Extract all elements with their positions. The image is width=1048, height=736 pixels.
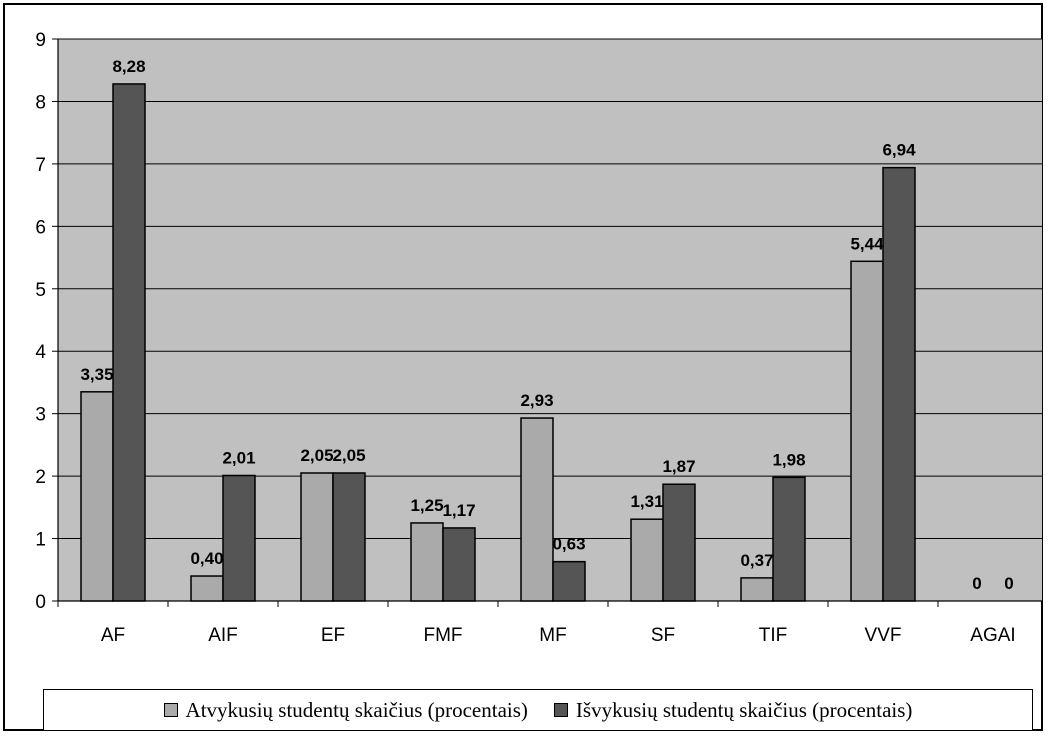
bar-departed-mf [552,560,586,602]
y-tick-label: 4 [35,342,46,363]
bar-arrived-aif [190,575,224,602]
bar-arrived-ef [300,472,334,602]
data-label-departed-vvf: 6,94 [882,141,916,160]
data-label-departed-ef: 2,05 [332,446,365,465]
y-tick-label: 8 [35,92,46,113]
bar-departed-aif [222,474,256,602]
x-tick-label-aif: AIF [208,625,238,646]
data-label-arrived-sf: 1,31 [630,492,663,511]
data-label-departed-tif: 1,98 [772,450,805,469]
legend-label-arrived: Atvykusių studentų skaičius (procentais) [185,697,528,722]
y-tick-label: 1 [35,530,46,551]
legend-item-departed: Išvykusių studentų skaičius (procentais) [553,697,913,723]
bar-arrived-tif [740,577,774,602]
bar-arrived-af [80,391,114,602]
bar-arrived-vvf [850,260,884,602]
data-label-arrived-mf: 2,93 [520,391,553,410]
x-tick-label-tif: TIF [759,625,788,646]
bar-departed-tif [772,476,806,602]
data-label-departed-aif: 2,01 [222,448,255,467]
x-tick-label-ef: EF [321,625,345,646]
data-label-departed-sf: 1,87 [662,457,695,476]
data-label-arrived-agai: 0 [972,574,981,593]
x-tick-label-mf: MF [539,625,566,646]
data-label-arrived-fmf: 1,25 [410,496,443,515]
legend-item-arrived: Atvykusių studentų skaičius (procentais) [163,697,528,723]
bar-departed-vvf [882,166,916,602]
legend-swatch-departed [553,703,568,717]
bar-arrived-fmf [410,522,444,602]
data-label-departed-mf: 0,63 [552,535,585,554]
x-tick-label-vvf: VVF [865,625,902,646]
chart-frame: 0 1 2 3 4 5 6 7 8 9 3,35 8,28 AF 0,40 2,01 AIF 2,05 2,05 E… [3,3,1043,731]
data-label-arrived-tif: 0,37 [740,551,773,570]
y-tick-label: 7 [35,155,46,176]
data-label-arrived-af: 3,35 [80,365,113,384]
bar-arrived-sf [630,518,664,602]
x-tick-label-af: AF [101,625,125,646]
data-label-departed-fmf: 1,17 [442,501,475,520]
y-tick-label: 6 [35,217,46,238]
data-label-departed-af: 8,28 [112,57,145,76]
data-label-arrived-aif: 0,40 [190,549,223,568]
legend-swatch-arrived [163,703,178,717]
bar-departed-fmf [442,527,476,602]
x-tick-label-fmf: FMF [423,625,462,646]
y-tick-label: 3 [35,405,46,426]
y-tick-label: 2 [35,467,46,488]
bar-chart: 0 1 2 3 4 5 6 7 8 9 3,35 8,28 AF 0,40 2,01 AIF 2,052,05 E… [35,30,1042,646]
y-tick-label: 5 [35,280,46,301]
data-label-departed-agai: 0 [1004,574,1013,593]
bar-arrived-mf [520,417,554,602]
bar-departed-af [112,83,146,602]
y-tick-label: 9 [35,30,46,51]
bar-departed-sf [662,483,696,602]
data-label-arrived-vvf: 5,44 [850,234,884,253]
y-tick-label: 0 [35,592,46,613]
x-tick-label-sf: SF [651,625,675,646]
bar-departed-ef [332,472,366,602]
data-label-arrived-ef: 2,05 [300,446,333,465]
x-tick-label-agai: AGAI [970,625,1015,646]
legend-label-departed: Išvykusių studentų skaičius (procentais) [575,697,913,722]
legend: Atvykusių studentų skaičius (procentais)… [43,689,1033,731]
